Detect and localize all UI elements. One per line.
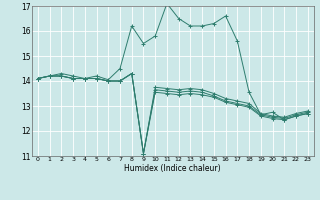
X-axis label: Humidex (Indice chaleur): Humidex (Indice chaleur) bbox=[124, 164, 221, 173]
